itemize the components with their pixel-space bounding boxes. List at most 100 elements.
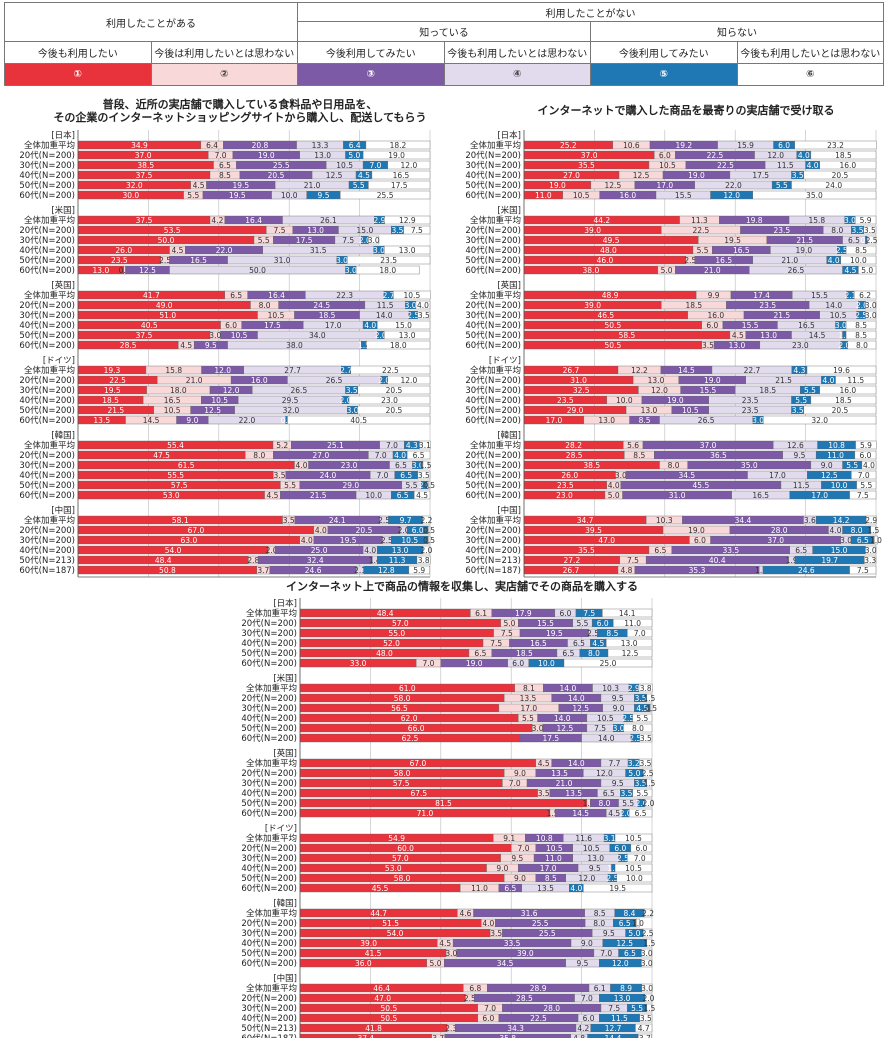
row-label: 30代(N=200) — [19, 460, 75, 471]
legend-knows-header: 知っている — [297, 21, 591, 42]
data-label: 20.5 — [386, 386, 403, 395]
data-label: 10.0 — [281, 191, 298, 200]
data-label: 8.5 — [855, 321, 867, 330]
bar-segment — [847, 340, 877, 350]
data-label: 10.0 — [850, 256, 867, 265]
data-label: 20.8 — [252, 141, 269, 150]
data-label: 38.5 — [583, 461, 600, 470]
data-label: 17.0 — [325, 321, 342, 330]
data-label: 19.6 — [833, 366, 850, 375]
data-label: 19.0 — [688, 526, 705, 535]
data-label: 23.0 — [556, 491, 573, 500]
data-label: 10.3 — [602, 684, 619, 693]
data-label: 5.9 — [860, 216, 872, 225]
data-label: 81.5 — [435, 799, 452, 808]
data-label: 18.5 — [835, 396, 852, 405]
data-label: 13.0 — [648, 376, 665, 385]
data-label: 49.5 — [603, 236, 620, 245]
row-label: 20代(N=200) — [465, 375, 521, 386]
data-label: 7.7 — [609, 759, 621, 768]
data-label: 7.5 — [608, 1004, 620, 1013]
bar-segment — [646, 938, 653, 948]
group-label: [韓国] — [51, 430, 75, 441]
row-label: 50代(N=200) — [241, 648, 297, 659]
data-label: 23.5 — [742, 396, 759, 405]
bar-segment — [413, 490, 431, 500]
data-label: 11.0 — [471, 884, 488, 893]
data-label: 5.5 — [636, 789, 648, 798]
bar-segment — [355, 265, 420, 275]
data-label: 55.4 — [167, 441, 184, 450]
legend-table: 利用したことがある 利用したことがない 知っている 知らない 今後も利用したい … — [4, 2, 884, 86]
data-label: 15.5 — [742, 321, 759, 330]
data-label: 20.5 — [268, 171, 285, 180]
data-label: 5.9 — [860, 441, 872, 450]
row-label: 30代(N=200) — [465, 310, 521, 321]
row-label: 40代(N=200) — [465, 470, 521, 481]
data-label: 62.5 — [402, 734, 419, 743]
data-label: 5.5 — [622, 799, 634, 808]
data-label: 6.5 — [795, 546, 807, 555]
data-label: 45.5 — [693, 481, 710, 490]
bar-segment — [861, 460, 877, 470]
data-label: 37.0 — [135, 151, 152, 160]
row-label: 60代(N=187) — [19, 565, 75, 576]
data-label: 6.0 — [659, 151, 671, 160]
data-label: 17.5 — [391, 181, 408, 190]
data-label: 4.0 — [364, 321, 376, 330]
data-label: 10.5 — [597, 714, 614, 723]
data-label: 6.0 — [225, 321, 237, 330]
data-label: 9.1 — [503, 834, 515, 843]
bar-segment — [644, 908, 653, 918]
data-label: 6.1 — [475, 609, 487, 618]
bar-segment — [419, 440, 431, 450]
bar-segment — [417, 310, 431, 320]
data-label: 7.0 — [375, 451, 387, 460]
data-label: 10.8 — [536, 834, 553, 843]
data-label: 13.5 — [93, 416, 110, 425]
data-label: 22.5 — [707, 151, 724, 160]
data-label: 18.5 — [516, 649, 533, 658]
bar-segment — [644, 993, 653, 1003]
data-label: 26.5 — [788, 266, 805, 275]
group-label: [日本] — [51, 130, 75, 141]
bar-segment — [627, 628, 653, 638]
legend-not-know-header: 知らない — [590, 21, 884, 42]
data-label: 7.0 — [377, 471, 389, 480]
group-label: [英国] — [497, 280, 521, 291]
data-label: 38.0 — [583, 266, 600, 275]
row-label: 20代(N=200) — [19, 150, 75, 161]
data-label: 7.0 — [634, 629, 646, 638]
data-label: 4.2 — [577, 1024, 589, 1033]
data-label: 32.5 — [573, 386, 590, 395]
data-label: 26.5 — [698, 416, 715, 425]
data-label: 9.5 — [577, 959, 589, 968]
data-label: 3.0 — [532, 724, 544, 733]
row-label: 60代(N=187) — [241, 1033, 297, 1038]
data-label: 4.5 — [845, 266, 857, 275]
data-label: 9.5 — [511, 854, 523, 863]
data-label: 12.0 — [214, 366, 231, 375]
data-label: 12.5 — [572, 704, 589, 713]
data-label: 19.5 — [340, 536, 357, 545]
data-label: 23.5 — [557, 481, 574, 490]
data-label: 12.5 — [622, 649, 639, 658]
data-label: 2.5 — [629, 734, 641, 743]
group-label: [中国] — [497, 505, 521, 516]
data-label: 52.0 — [383, 639, 400, 648]
data-label: 2.5 — [407, 311, 419, 320]
data-label: 17.9 — [515, 609, 532, 618]
bar-segment — [641, 948, 653, 958]
data-label: 10.5 — [659, 161, 676, 170]
row-label: 40代(N=200) — [19, 545, 75, 556]
legend-swatch-3: ③ — [297, 63, 445, 86]
data-label: 8.5 — [606, 629, 618, 638]
row-label: 20代(N=200) — [241, 918, 297, 929]
data-label: 24.1 — [329, 516, 346, 525]
chart-3-title-line-1: インターネット上で商品の情報を収集し、実店舗でその商品を購入する — [286, 580, 638, 593]
data-label: 35.3 — [689, 566, 706, 575]
data-label: 13.0 — [760, 331, 777, 340]
bar-segment — [287, 415, 431, 425]
data-label: 6.5 — [230, 291, 242, 300]
row-label: 30代(N=200) — [19, 160, 75, 171]
